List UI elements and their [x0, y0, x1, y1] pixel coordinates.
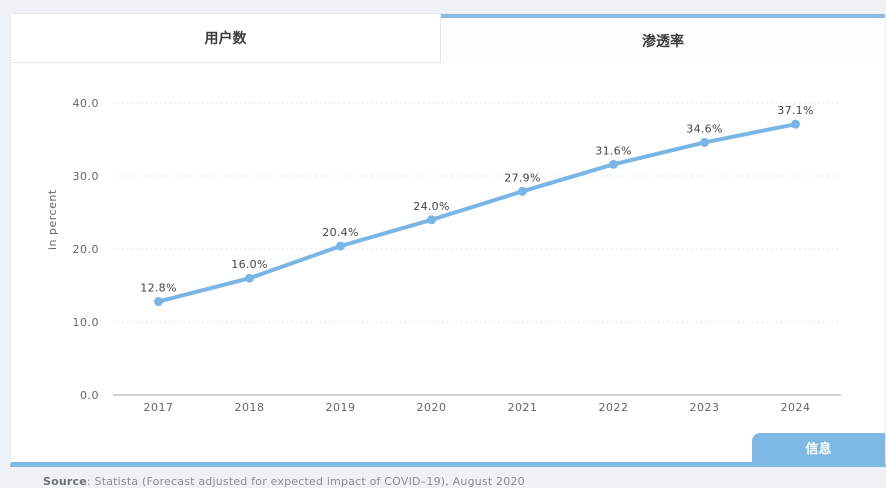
- chart-area: 0.0 10.0 20.0 30.0 40.0 2017 2018 2019 2020 2021 2…: [11, 63, 885, 488]
- svg-text:27.9%: 27.9%: [504, 171, 540, 184]
- svg-text:10.0: 10.0: [73, 316, 100, 329]
- svg-text:2020: 2020: [417, 401, 447, 414]
- line-chart-svg: 0.0 10.0 20.0 30.0 40.0 2017 2018 2019 2020 2021 2…: [73, 97, 841, 414]
- svg-text:2017: 2017: [144, 401, 174, 414]
- svg-text:34.6%: 34.6%: [686, 122, 722, 135]
- svg-text:31.6%: 31.6%: [595, 144, 631, 157]
- svg-text:2019: 2019: [326, 401, 356, 414]
- source-note: Source: Statista (Forecast adjusted for …: [43, 475, 525, 488]
- source-prefix: Source: [43, 475, 87, 488]
- svg-text:12.8%: 12.8%: [140, 282, 176, 295]
- svg-text:40.0: 40.0: [73, 97, 100, 110]
- svg-text:2023: 2023: [690, 401, 720, 414]
- svg-text:2021: 2021: [508, 401, 538, 414]
- svg-text:20.4%: 20.4%: [322, 226, 358, 239]
- svg-text:37.1%: 37.1%: [777, 104, 813, 117]
- chart-card: 用户数 渗透率 0.0 10.0 20.0 30.0 40.0 2017 2018 2019 2…: [10, 13, 886, 488]
- info-button-label: 信息: [805, 442, 832, 457]
- info-button[interactable]: 信息: [752, 433, 885, 462]
- svg-text:2024: 2024: [781, 401, 811, 414]
- svg-text:24.0%: 24.0%: [413, 200, 449, 213]
- tab-penetration-rate[interactable]: 渗透率: [441, 14, 885, 63]
- svg-text:2018: 2018: [235, 401, 265, 414]
- y-axis-title: in percent: [46, 189, 59, 250]
- tab-bar: 用户数 渗透率: [11, 14, 885, 63]
- page-background: { "tabs": [ {"label": "用户数", "active": f…: [10, 13, 886, 488]
- tab-penetration-rate-label: 渗透率: [642, 33, 684, 50]
- tab-users-label: 用户数: [204, 31, 247, 47]
- svg-text:30.0: 30.0: [73, 170, 100, 183]
- svg-text:2022: 2022: [599, 401, 629, 414]
- tab-users[interactable]: 用户数: [11, 14, 441, 63]
- svg-text:0.0: 0.0: [80, 389, 99, 402]
- source-text: : Statista (Forecast adjusted for expect…: [86, 475, 525, 488]
- svg-text:16.0%: 16.0%: [231, 258, 267, 271]
- svg-text:20.0: 20.0: [73, 243, 100, 256]
